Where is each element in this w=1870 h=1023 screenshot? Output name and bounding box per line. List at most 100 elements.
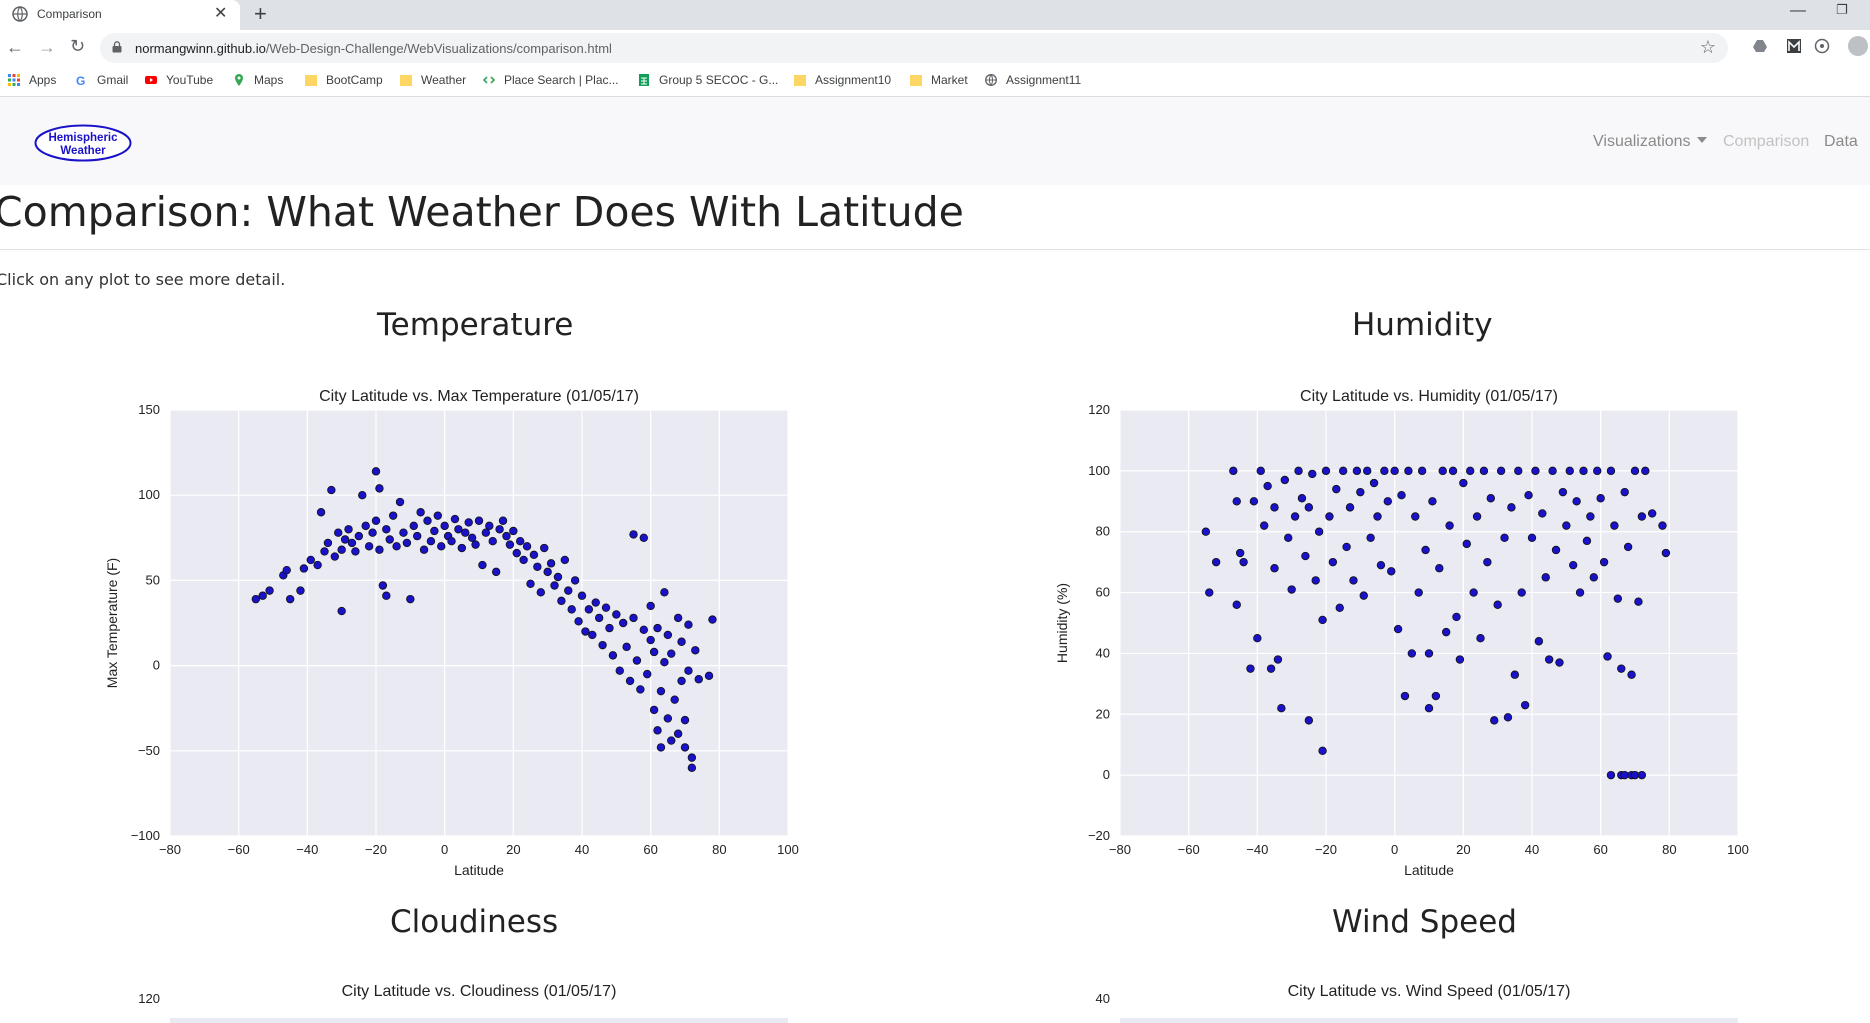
bookmark-weather[interactable]: Weather: [400, 73, 466, 87]
y-tick-label: 100: [138, 487, 160, 502]
x-tick-label: −80: [1109, 842, 1131, 857]
data-point: [1661, 548, 1671, 558]
data-point: [1407, 649, 1417, 658]
bookmark-label: Group 5 SECOC - G...: [659, 73, 779, 87]
data-point: [1263, 481, 1272, 491]
cloudiness-scatter-plot[interactable]: City Latitude vs. Cloudiness (01/05/17) …: [90, 975, 830, 1023]
bookmark-label: Weather: [421, 73, 467, 87]
close-tab-icon[interactable]: ✕: [214, 5, 228, 22]
minimize-icon[interactable]: —: [1790, 2, 1806, 19]
nav-data[interactable]: Data: [1824, 133, 1858, 150]
data-point: [1445, 521, 1454, 530]
restore-window-icon[interactable]: ❐: [1836, 2, 1848, 17]
bookmark-place-search[interactable]: Place Search | Plac...: [483, 73, 619, 87]
data-point: [1352, 466, 1362, 476]
data-point: [495, 525, 504, 534]
drive-extension-icon[interactable]: [1752, 38, 1768, 54]
wind-speed-scatter-plot[interactable]: City Latitude vs. Wind Speed (01/05/17) …: [1040, 975, 1780, 1023]
data-point: [509, 526, 518, 536]
data-point: [1284, 533, 1293, 542]
bookmark-gmail[interactable]: G Gmail: [76, 73, 128, 87]
data-point: [1280, 475, 1289, 485]
data-point: [1593, 466, 1602, 476]
profile-avatar-icon[interactable]: [1848, 36, 1868, 56]
m-extension-icon[interactable]: [1786, 38, 1802, 54]
data-point: [1490, 716, 1499, 725]
data-point: [1496, 466, 1506, 476]
data-point: [1476, 634, 1485, 643]
data-point: [1428, 497, 1437, 506]
data-point: [395, 497, 405, 507]
data-point: [646, 635, 655, 645]
data-point: [1483, 557, 1492, 567]
data-point: [1538, 509, 1547, 518]
humidity-scatter-plot[interactable]: City Latitude vs. Humidity (01/05/17) −80…: [1040, 380, 1780, 880]
data-point: [368, 528, 377, 537]
bookmark-assignment10[interactable]: Assignment10: [794, 73, 891, 87]
bookmark-apps[interactable]: Apps: [8, 73, 56, 87]
reload-icon[interactable]: ↻: [70, 36, 86, 56]
bookmark-market[interactable]: Market: [910, 73, 968, 87]
bookmark-youtube[interactable]: YouTube: [145, 73, 213, 87]
bookmark-label: YouTube: [166, 73, 214, 87]
data-point: [691, 646, 700, 655]
data-point: [334, 528, 343, 537]
data-point: [1469, 588, 1478, 597]
data-point: [612, 610, 621, 619]
data-point: [1277, 704, 1286, 713]
extension-circle-icon[interactable]: [1814, 38, 1830, 54]
data-point: [1630, 770, 1640, 780]
data-point: [1411, 512, 1420, 521]
data-point: [1270, 564, 1279, 573]
data-point: [1658, 521, 1667, 530]
data-point: [1565, 466, 1574, 476]
nav-comparison[interactable]: Comparison: [1723, 133, 1810, 150]
data-point: [670, 695, 679, 704]
back-arrow-icon[interactable]: ←: [6, 37, 24, 57]
data-point: [584, 605, 594, 614]
nav-visualizations-dropdown[interactable]: Visualizations: [1593, 133, 1707, 151]
data-point: [694, 675, 703, 684]
data-point: [1321, 466, 1331, 476]
data-point: [1390, 466, 1399, 476]
data-point: [306, 555, 315, 565]
data-point: [1308, 469, 1317, 479]
data-point: [591, 598, 600, 607]
data-point: [347, 538, 357, 548]
data-point: [447, 537, 456, 546]
temperature-scatter-plot[interactable]: City Latitude vs. Max Temperature (01/05…: [90, 380, 830, 880]
data-point: [1507, 503, 1516, 512]
new-tab-icon[interactable]: +: [254, 1, 267, 26]
x-tick-label: −80: [159, 842, 181, 857]
data-point: [649, 647, 659, 657]
bookmark-maps[interactable]: Maps: [233, 73, 283, 87]
browser-tab[interactable]: Comparison ✕: [0, 0, 240, 30]
forward-arrow-icon[interactable]: →: [38, 37, 56, 57]
data-point: [1527, 533, 1537, 542]
bookmark-assignment11[interactable]: Assignment11: [985, 73, 1081, 87]
brand-logo[interactable]: Hemispheric Weather: [34, 124, 132, 162]
data-point: [656, 743, 666, 752]
tab-title: Comparison: [37, 7, 102, 21]
data-point: [1617, 664, 1626, 673]
data-point: [375, 484, 384, 493]
bookmark-star-icon[interactable]: ☆: [1699, 37, 1716, 57]
data-point: [1575, 588, 1585, 597]
data-point: [402, 538, 412, 548]
x-tick-label: 80: [712, 842, 726, 857]
data-point: [1404, 466, 1413, 476]
data-point: [546, 559, 556, 568]
x-tick-label: −20: [365, 842, 387, 857]
apps-grid-icon: [8, 74, 20, 86]
address-bar[interactable]: normangwinn.github.io/Web-Design-Challen…: [100, 33, 1728, 63]
data-point: [461, 528, 470, 537]
data-point: [1647, 509, 1657, 518]
data-point: [1249, 497, 1259, 506]
data-point: [687, 763, 697, 773]
data-point: [502, 531, 511, 541]
data-point: [430, 526, 439, 536]
data-point: [1246, 664, 1255, 673]
bookmark-group5[interactable]: Group 5 SECOC - G...: [638, 73, 778, 87]
data-point: [1586, 512, 1595, 521]
bookmark-bootcamp[interactable]: BootCamp: [305, 73, 383, 87]
